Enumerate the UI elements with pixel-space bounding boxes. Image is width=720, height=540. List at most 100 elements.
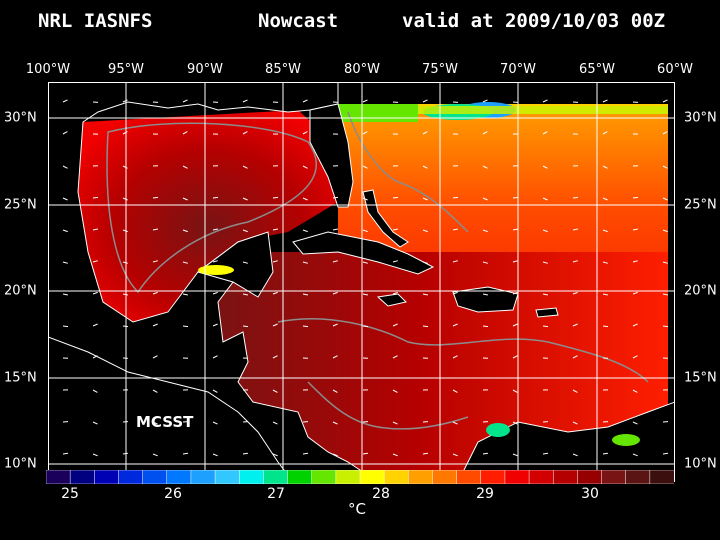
- colorbar-swatch: [432, 470, 458, 484]
- current-vector: [662, 197, 668, 201]
- current-vector: [182, 229, 188, 233]
- current-vector: [602, 452, 608, 455]
- current-vector: [272, 260, 278, 263]
- current-vector: [662, 229, 668, 233]
- colorbar-swatch: [383, 470, 410, 484]
- current-vector: [452, 355, 458, 359]
- lon-label: 65°W: [579, 62, 615, 77]
- current-vector: [482, 229, 488, 233]
- colorbar-tick-label: 26: [164, 486, 182, 502]
- current-vector: [212, 291, 218, 295]
- current-vector: [572, 355, 578, 359]
- current-vector: [152, 196, 159, 199]
- current-vector: [422, 325, 429, 328]
- current-vector: [602, 197, 608, 201]
- current-vector: [272, 196, 279, 199]
- current-vector: [272, 228, 278, 231]
- title-valid-time: valid at 2009/10/03 00Z: [402, 10, 666, 32]
- colorbar-swatch: [601, 470, 627, 484]
- current-vector: [362, 197, 368, 201]
- current-vector: [632, 453, 638, 457]
- current-vector: [662, 165, 668, 169]
- current-vector: [662, 293, 669, 296]
- current-vector: [332, 453, 338, 457]
- lon-label: 90°W: [187, 62, 223, 77]
- cool-band-yellow: [418, 106, 668, 114]
- current-vector: [452, 389, 458, 393]
- lat-label: 30°N: [684, 110, 717, 126]
- current-vector: [92, 196, 99, 199]
- colorbar-tick-label: 28: [372, 486, 390, 502]
- current-vector: [212, 355, 218, 359]
- current-vector: [362, 293, 368, 296]
- current-vector: [392, 228, 398, 231]
- current-vector: [122, 293, 128, 296]
- current-vector: [152, 421, 158, 425]
- colorbar: [46, 470, 674, 484]
- current-vector: [662, 99, 668, 103]
- lon-label: 70°W: [500, 62, 536, 77]
- lat-label: 20°N: [684, 283, 717, 299]
- current-vector: [302, 325, 309, 328]
- current-vector: [572, 389, 578, 393]
- current-vector: [392, 389, 398, 393]
- current-vector: [512, 355, 518, 359]
- current-vector: [662, 261, 668, 264]
- current-vector: [362, 229, 368, 233]
- current-vector: [92, 421, 98, 425]
- colorbar-swatch: [456, 470, 482, 484]
- current-vector: [122, 131, 128, 135]
- current-vector: [572, 291, 578, 295]
- lat-label: 10°N: [4, 456, 37, 472]
- current-vector: [512, 453, 518, 457]
- current-vector: [92, 389, 98, 393]
- lat-label: 25°N: [684, 197, 717, 213]
- mcsst-label: MCSST: [136, 413, 194, 431]
- current-vector: [392, 260, 398, 263]
- map-title: NRL IASNFS Nowcast valid at 2009/10/03 0…: [0, 6, 720, 36]
- current-vector: [602, 165, 608, 169]
- current-vector: [422, 229, 428, 233]
- cuba-land: [292, 231, 435, 275]
- colorbar-swatch: [287, 470, 313, 484]
- current-vector: [632, 291, 638, 295]
- colorbar-swatch: [528, 470, 554, 484]
- current-vector: [422, 131, 428, 135]
- current-vector: [332, 421, 338, 425]
- current-vector: [242, 99, 248, 103]
- current-vector: [632, 389, 638, 393]
- current-vector: [542, 99, 548, 103]
- current-vector: [602, 261, 608, 264]
- current-vector: [152, 355, 158, 359]
- current-vector: [572, 196, 579, 199]
- colorbar-unit: °C: [348, 500, 366, 518]
- current-vector: [302, 261, 308, 264]
- current-vector: [662, 131, 668, 135]
- colorbar-swatch: [335, 470, 361, 484]
- colorbar-swatch: [504, 470, 530, 484]
- current-vector: [602, 229, 608, 233]
- current-vector: [272, 355, 278, 359]
- isobath-contour: [277, 318, 649, 383]
- current-vector: [182, 131, 188, 135]
- lon-label: 100°W: [25, 62, 71, 77]
- colorbar-swatch: [480, 470, 506, 484]
- current-vector: [182, 261, 188, 264]
- title-source: NRL IASNFS: [38, 10, 153, 32]
- current-vector: [632, 323, 638, 327]
- current-vector: [212, 228, 218, 231]
- current-vector: [242, 325, 249, 328]
- current-vector: [302, 197, 308, 201]
- current-vector: [272, 389, 278, 393]
- current-vector: [392, 453, 398, 457]
- current-vector: [272, 453, 278, 457]
- current-vector: [242, 197, 248, 201]
- current-vector: [122, 165, 128, 169]
- current-vector: [362, 131, 368, 135]
- current-vector: [332, 323, 338, 327]
- lon-label: 80°W: [344, 62, 380, 77]
- coastal-anomaly-venezuela-2: [612, 434, 640, 446]
- current-vector: [392, 421, 398, 425]
- current-vector: [272, 421, 278, 425]
- current-vector: [182, 325, 189, 328]
